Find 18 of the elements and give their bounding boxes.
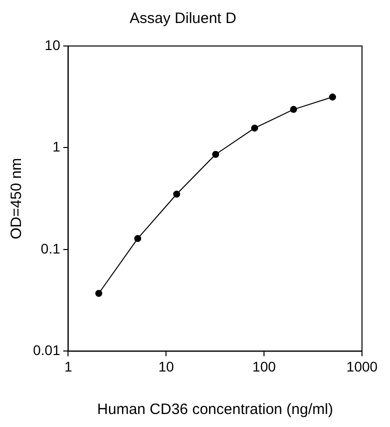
y-axis-title: OD=450 nm [8,158,26,240]
y-tick-label: 10 [44,36,60,53]
x-axis-title: Human CD36 concentration (ng/ml) [97,401,334,418]
point [95,290,102,297]
point [251,124,258,132]
point [290,106,298,113]
point [212,150,220,158]
y-tick-label: 0.01 [33,342,60,358]
x-tick-label: 1 [64,358,72,374]
point [329,94,336,101]
x-tick-label: 1000 [346,358,378,374]
x-tick-label: 10 [158,358,174,374]
y-tick-label: 0.1 [40,240,60,256]
chart-title: Assay Diluent D [130,10,237,28]
x-tick-label: 100 [252,358,276,374]
point [173,190,180,198]
y-tick-label: 1 [52,138,60,155]
point [134,235,142,242]
